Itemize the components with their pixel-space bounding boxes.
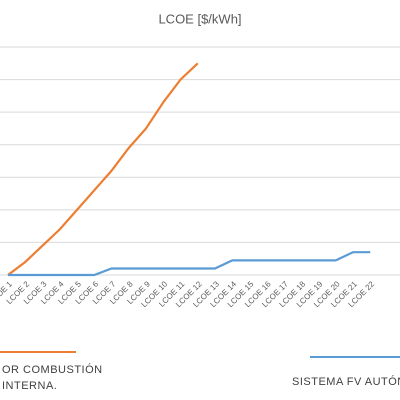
legend-label: SISTEMA FV AUTÓN: [292, 376, 400, 388]
chart-title: LCOE [$/kWh]: [158, 11, 241, 26]
legend-label: OR COMBUSTIÓN INTERNA.: [2, 364, 103, 392]
series-line: [7, 62, 199, 276]
series-line: [8, 251, 371, 277]
